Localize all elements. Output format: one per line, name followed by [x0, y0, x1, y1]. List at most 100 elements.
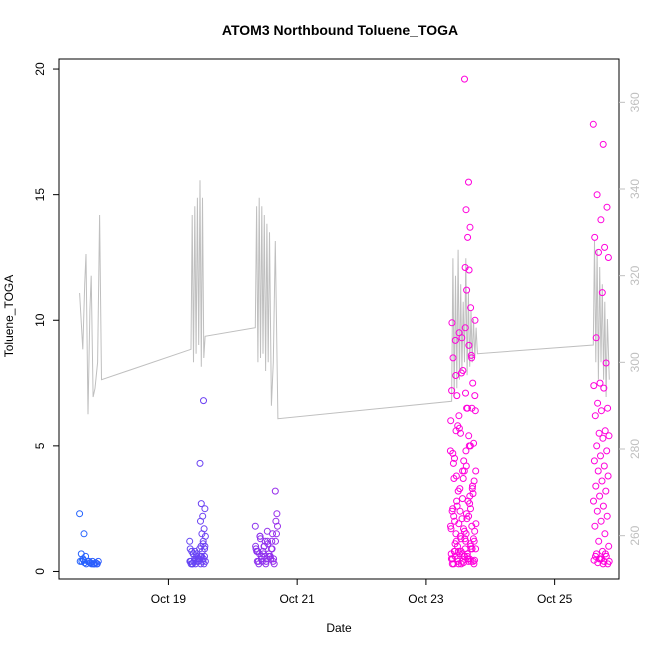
y2-tick-label: 300: [628, 352, 642, 372]
data-point: [253, 557, 261, 565]
data-point: [597, 407, 605, 415]
data-point: [465, 341, 473, 349]
y2-tick-label: 340: [628, 179, 642, 199]
data-point: [76, 510, 84, 518]
data-point: [458, 515, 466, 523]
data-point: [449, 354, 457, 362]
data-point: [601, 427, 609, 435]
data-point: [471, 392, 479, 400]
data-point: [453, 392, 461, 400]
data-point: [465, 432, 473, 440]
data-point: [451, 336, 459, 344]
data-point: [602, 487, 610, 495]
data-point: [463, 515, 471, 523]
data-point: [601, 530, 609, 538]
data-point: [603, 203, 611, 211]
data-point: [470, 537, 478, 545]
data-point: [462, 447, 470, 455]
data-point: [603, 512, 611, 520]
data-point: [596, 379, 604, 387]
x-tick-label: Oct 25: [537, 592, 573, 606]
y-tick-label: 0: [33, 568, 47, 575]
data-point: [599, 140, 607, 148]
data-point: [272, 517, 280, 525]
data-point: [447, 522, 454, 530]
data-point: [604, 254, 612, 261]
data-point: [589, 120, 597, 128]
data-point: [467, 542, 475, 550]
axes-layer: Oct 19 Oct 21 Oct 23 Oct 25 0 5 10 15 20 260 280 30…: [33, 62, 642, 606]
data-point: [599, 502, 607, 510]
data-point: [269, 530, 276, 538]
data-point: [463, 550, 471, 558]
data-point: [447, 417, 455, 425]
data-point: [594, 559, 602, 567]
y-axis-label: Toluene_TOGA: [2, 275, 16, 358]
data-point: [599, 434, 607, 442]
data-point: [593, 442, 601, 450]
data-point: [449, 459, 457, 467]
data-point: [459, 475, 467, 482]
x-tick-label: Oct 21: [279, 592, 315, 606]
data-point: [593, 191, 601, 199]
data-point: [596, 492, 604, 500]
data-point: [464, 404, 471, 412]
data-point: [251, 522, 259, 530]
data-point: [272, 537, 279, 545]
data-point: [471, 556, 478, 564]
data-point: [448, 560, 456, 568]
data-point: [469, 490, 477, 498]
data-point: [455, 412, 463, 420]
data-point: [471, 527, 479, 535]
y2-tick-label: 360: [628, 92, 642, 112]
y-tick-label: 10: [33, 313, 47, 327]
data-point: [465, 178, 472, 186]
data-point: [472, 520, 480, 528]
data-point: [591, 412, 599, 420]
data-point: [192, 555, 200, 563]
data-point: [453, 497, 461, 505]
data-point: [602, 359, 610, 367]
data-point: [462, 510, 470, 518]
points-layer: [76, 75, 613, 568]
data-point: [604, 404, 612, 412]
data-point: [273, 510, 281, 518]
data-point: [447, 525, 455, 533]
data-point: [456, 485, 464, 493]
data-point: [598, 555, 606, 563]
data-point: [462, 389, 469, 397]
data-point: [463, 286, 471, 294]
data-point: [593, 507, 601, 515]
data-point: [600, 384, 608, 392]
data-point: [590, 382, 598, 390]
x-tick-label: Oct 23: [408, 592, 444, 606]
data-point: [472, 467, 480, 475]
data-point: [262, 560, 270, 568]
data-point: [460, 527, 468, 535]
data-point: [605, 432, 613, 440]
data-point: [456, 532, 464, 540]
data-point: [201, 545, 209, 553]
data-point: [595, 555, 603, 563]
y-tick-label: 15: [33, 188, 47, 202]
data-point: [462, 206, 470, 214]
data-point: [447, 555, 455, 563]
data-point: [466, 500, 474, 508]
data-point: [464, 555, 472, 563]
data-point: [457, 369, 465, 377]
data-point: [80, 530, 88, 538]
data-point: [450, 547, 458, 555]
data-point: [450, 512, 458, 520]
x-tick-label: Oct 19: [151, 592, 187, 606]
data-point: [259, 547, 267, 555]
data-point: [598, 477, 606, 485]
data-point: [454, 542, 461, 550]
data-point: [598, 289, 606, 297]
data-point: [604, 472, 612, 480]
data-point: [264, 537, 271, 545]
data-point: [450, 475, 458, 482]
data-point: [252, 542, 260, 550]
data-point: [197, 500, 205, 508]
data-point: [597, 216, 605, 224]
